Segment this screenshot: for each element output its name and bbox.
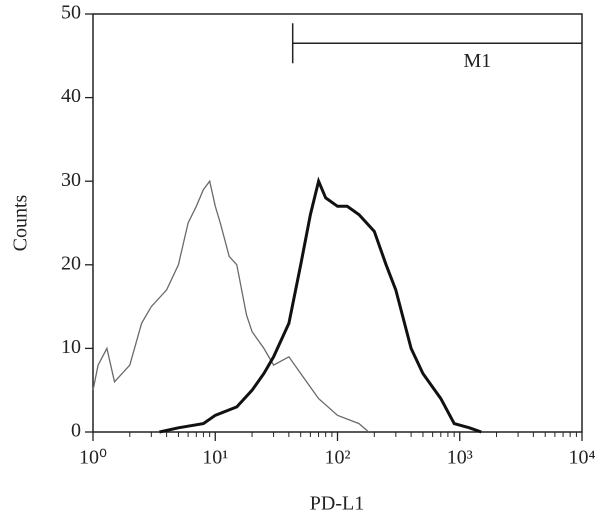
x-tick-label: 10³ bbox=[447, 447, 473, 469]
gate-label: M1 bbox=[463, 50, 491, 72]
y-tick-label: 20 bbox=[61, 252, 81, 274]
histogram-line bbox=[159, 176, 482, 434]
y-tick-label: 0 bbox=[71, 420, 81, 442]
x-tick-label: 10² bbox=[325, 447, 351, 469]
y-tick-label: 50 bbox=[61, 2, 81, 24]
x-tick-label: 10¹ bbox=[202, 447, 228, 469]
y-tick-label: 30 bbox=[61, 169, 81, 191]
y-tick-label: 40 bbox=[61, 85, 81, 107]
histogram-line bbox=[92, 179, 370, 433]
y-tick-label: 10 bbox=[61, 336, 81, 358]
x-tick-label: 10⁴ bbox=[569, 447, 596, 469]
x-axis-title: PD-L1 bbox=[310, 493, 364, 515]
x-tick-label: 10⁰ bbox=[79, 447, 107, 469]
plot-frame bbox=[92, 13, 583, 433]
y-axis-title: Counts bbox=[10, 194, 32, 251]
